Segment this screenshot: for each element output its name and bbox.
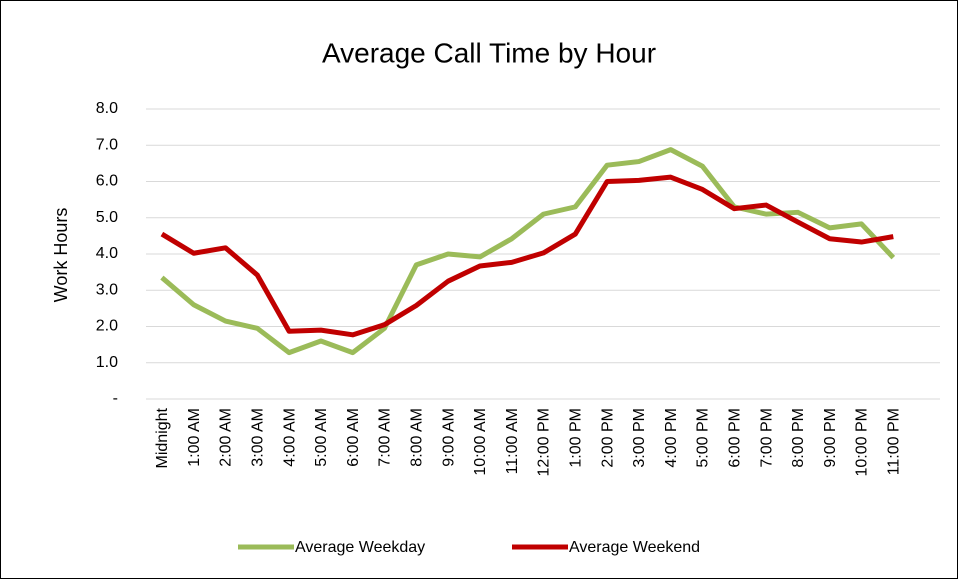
y-axis-label: Work Hours [51, 208, 71, 303]
x-tick-label: 6:00 AM [345, 408, 362, 467]
x-tick-label: 1:00 AM [186, 408, 203, 467]
x-tick-label: 11:00 PM [886, 408, 903, 475]
y-tick-label: 3.0 [96, 281, 118, 298]
legend-label: Average Weekend [569, 539, 700, 556]
x-tick-label: 3:00 PM [631, 408, 648, 468]
x-tick-label: 10:00 AM [472, 408, 489, 476]
y-tick-label: 2.0 [96, 318, 118, 335]
x-tick-label: 2:00 AM [218, 408, 235, 467]
x-tick-label: 9:00 AM [440, 408, 457, 467]
x-tick-label: 10:00 PM [854, 408, 871, 476]
x-tick-label: 12:00 PM [536, 408, 553, 476]
y-tick-label: 8.0 [96, 100, 118, 117]
x-tick-label: 5:00 PM [695, 408, 712, 468]
y-tick-label: 5.0 [96, 209, 118, 226]
x-tick-label: 3:00 AM [250, 408, 267, 467]
x-tick-label: 1:00 PM [568, 408, 585, 468]
x-tick-label: 7:00 PM [758, 408, 775, 468]
series-line [160, 174, 894, 338]
x-tick-label: 5:00 AM [313, 408, 330, 467]
y-tick-label: 7.0 [96, 136, 118, 153]
x-tick-label: Midnight [154, 407, 171, 468]
series-line [160, 147, 896, 356]
x-tick-label: 8:00 AM [409, 408, 426, 467]
x-tick-label: 4:00 AM [281, 408, 298, 467]
x-tick-label: 6:00 PM [727, 408, 744, 468]
x-tick-label: 8:00 PM [790, 408, 807, 468]
y-tick-label: 1.0 [96, 354, 118, 371]
y-tick-label: 6.0 [96, 173, 118, 190]
x-tick-label: 2:00 PM [599, 408, 616, 468]
y-tick-label: - [113, 390, 118, 407]
x-tick-label: 11:00 AM [504, 408, 521, 474]
x-tick-label: 4:00 PM [663, 408, 680, 468]
x-tick-label: 9:00 PM [822, 408, 839, 468]
x-tick-label: 7:00 AM [377, 408, 394, 467]
y-tick-label: 4.0 [96, 245, 118, 262]
chart-title: Average Call Time by Hour [322, 37, 656, 68]
legend-label: Average Weekday [295, 539, 425, 556]
